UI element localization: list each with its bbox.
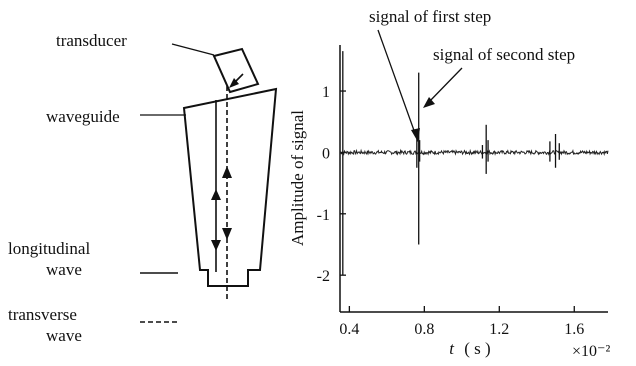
x-tick-label: 1.2 xyxy=(489,321,509,338)
waveguide-schematic: transducer waveguide longitudinal wave t… xyxy=(8,31,278,345)
arrow-down-right xyxy=(222,228,232,240)
transducer-block xyxy=(212,47,260,94)
y-tick-label: -2 xyxy=(317,268,330,285)
x-axis-symbol: t xyxy=(449,339,455,358)
transducer-arrow-head xyxy=(229,78,239,88)
x-tick-label: 0.8 xyxy=(414,321,434,338)
longitudinal-label-line2: wave xyxy=(46,260,82,279)
y-ticks: 1 0 -1 -2 xyxy=(317,84,346,285)
first-step-arrow-shaft xyxy=(377,29,417,137)
x-tick-label: 1.6 xyxy=(564,321,584,338)
transducer-leader xyxy=(171,43,215,56)
x-axis-title: t ( s ) xyxy=(449,339,490,358)
transducer-label: transducer xyxy=(56,31,127,50)
arrow-down-left xyxy=(211,240,221,251)
waveguide-label: waveguide xyxy=(46,107,120,126)
transverse-label-line2: wave xyxy=(46,326,82,345)
x-axis-multiplier: ×10⁻² xyxy=(572,343,610,360)
signal-pulses xyxy=(342,51,560,276)
longitudinal-label-line1: longitudinal xyxy=(8,239,90,258)
y-tick-label: -1 xyxy=(317,207,330,224)
second-step-arrow-head xyxy=(423,97,435,108)
arrow-up-right xyxy=(222,166,232,178)
first-step-annotation: signal of first step xyxy=(369,7,491,26)
arrow-up-left xyxy=(211,189,221,200)
first-step-arrow-head xyxy=(411,128,420,142)
y-axis-title: Amplitude of signal xyxy=(288,110,307,246)
signal-trace xyxy=(339,148,609,157)
transverse-label-line1: transverse xyxy=(8,305,77,324)
y-tick-label: 1 xyxy=(322,84,330,101)
x-axis-unit: ( s ) xyxy=(464,339,490,358)
waveguide-body xyxy=(182,87,278,287)
second-step-arrow-shaft xyxy=(426,67,463,105)
x-tick-label: 0.4 xyxy=(339,321,359,338)
y-tick-label: 0 xyxy=(322,145,330,162)
second-step-annotation: signal of second step xyxy=(433,45,575,64)
signal-chart: 10-1-2 0.4 0.8 1.2 1.6 Amplitude of signal … xyxy=(288,7,610,360)
x-ticks: 0.4 0.8 1.2 1.6 xyxy=(339,306,584,338)
